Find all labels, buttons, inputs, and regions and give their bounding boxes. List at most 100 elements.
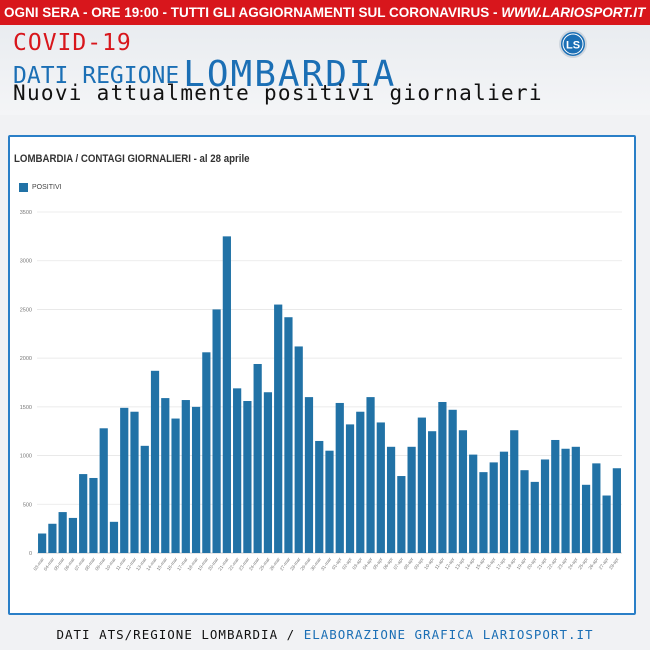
x-tick-label: 22-apr [546, 556, 558, 570]
bar [304, 397, 314, 553]
bar [161, 398, 170, 553]
legend-swatch [19, 182, 28, 192]
x-tick-label: 28-apr [608, 556, 620, 570]
y-tick-label: 1000 [20, 454, 32, 460]
bar [99, 428, 108, 553]
subtitle: Nuovi attualmente positivi giornalieri [13, 81, 543, 105]
bar [284, 317, 293, 553]
bar [540, 459, 550, 553]
bar [294, 346, 303, 553]
chart-title: LOMBARDIA / CONTAGI GIORNALIERI - al 28 … [14, 153, 250, 165]
x-tick-label: 08-apr [403, 556, 415, 570]
footer: DATI ATS/REGIONE LOMBARDIA / ELABORAZION… [0, 627, 650, 642]
bar [202, 352, 211, 553]
bar [571, 446, 580, 553]
x-tick-label: 18-apr [505, 556, 517, 570]
bar [428, 431, 437, 553]
footer-source: DATI ATS/REGIONE LOMBARDIA / [56, 627, 304, 642]
x-tick-label: 15-apr [475, 556, 487, 570]
banner-text: OGNI SERA - ORE 19:00 - TUTTI GLI AGGIOR… [4, 5, 502, 20]
x-tick-label: 05-apr [372, 556, 384, 570]
bar [48, 523, 57, 553]
banner-site-link[interactable]: WWW.LARIOSPORT.IT [501, 5, 646, 20]
y-tick-label: 3000 [20, 259, 32, 265]
bar [469, 454, 478, 553]
bar [458, 430, 468, 553]
x-tick-label: 11-apr [434, 556, 446, 570]
bar [38, 533, 47, 553]
bar [212, 309, 221, 553]
x-tick-label: 04-apr [362, 556, 374, 570]
bar [612, 468, 621, 553]
bar [68, 517, 78, 553]
bar [222, 236, 231, 554]
x-tick-label: 19-apr [516, 556, 528, 570]
bar [345, 424, 355, 553]
x-tick-label: 21-apr [536, 556, 548, 570]
x-tick-label: 13-apr [454, 556, 466, 570]
x-tick-label: 03-apr [351, 556, 363, 570]
x-tick-label: 31-mar [320, 556, 333, 571]
x-tick-label: 27-apr [598, 556, 610, 570]
bar [397, 476, 406, 553]
bar [79, 474, 88, 553]
x-tick-label: 14-apr [464, 556, 476, 570]
bar [448, 409, 457, 553]
y-tick-label: 1500 [20, 405, 32, 411]
bar [130, 411, 139, 553]
x-tick-label: 01-apr [331, 556, 343, 570]
y-tick-label: 2000 [20, 356, 32, 362]
x-tick-label: 26-apr [587, 556, 599, 570]
bar [551, 439, 560, 553]
x-tick-label: 25-apr [577, 556, 589, 570]
y-tick-label: 2500 [20, 307, 32, 313]
bar [150, 370, 160, 553]
x-tick-label: 24-apr [567, 556, 579, 570]
bar [253, 363, 262, 553]
footer-credit: ELABORAZIONE GRAFICA LARIOSPORT.IT [303, 627, 594, 642]
bar [109, 521, 119, 553]
legend-label: POSITIVI [32, 183, 62, 191]
region-title: DATI REGIONE LOMBARDIA [13, 51, 396, 95]
bar [89, 477, 98, 553]
bar [233, 388, 242, 553]
bar [243, 401, 252, 553]
bar [58, 512, 67, 553]
region-title-prefix: DATI REGIONE [13, 63, 180, 89]
bar [376, 422, 385, 553]
bar [602, 495, 611, 553]
bar [191, 406, 201, 553]
chart-legend: POSITIVI [19, 182, 62, 192]
bar [510, 430, 519, 553]
bar [120, 407, 129, 553]
bar [263, 392, 273, 553]
covid-title: COVID-19 [13, 30, 132, 56]
x-tick-label: 02-apr [341, 556, 353, 570]
bar [325, 450, 334, 553]
bar [274, 304, 283, 553]
bar [499, 451, 509, 553]
bar [386, 446, 396, 553]
bar [366, 397, 375, 553]
lariosport-logo-icon: LS [559, 30, 587, 58]
bar [335, 402, 344, 553]
x-tick-label: 07-apr [392, 556, 404, 570]
bar [438, 401, 447, 553]
bar [520, 470, 529, 553]
bar [315, 440, 324, 553]
bar [479, 472, 488, 553]
bar [171, 418, 180, 553]
bar [140, 445, 149, 553]
bar [417, 417, 426, 553]
y-tick-label: 3500 [20, 210, 32, 216]
y-tick-label: 500 [23, 502, 32, 508]
bar [356, 411, 365, 553]
bar [407, 446, 416, 553]
bar [592, 463, 601, 553]
x-tick-label: 10-apr [423, 556, 435, 570]
x-tick-label: 16-apr [485, 556, 497, 570]
y-tick-label: 0 [29, 551, 32, 557]
bar [581, 484, 591, 553]
x-tick-label: 09-apr [413, 556, 425, 570]
